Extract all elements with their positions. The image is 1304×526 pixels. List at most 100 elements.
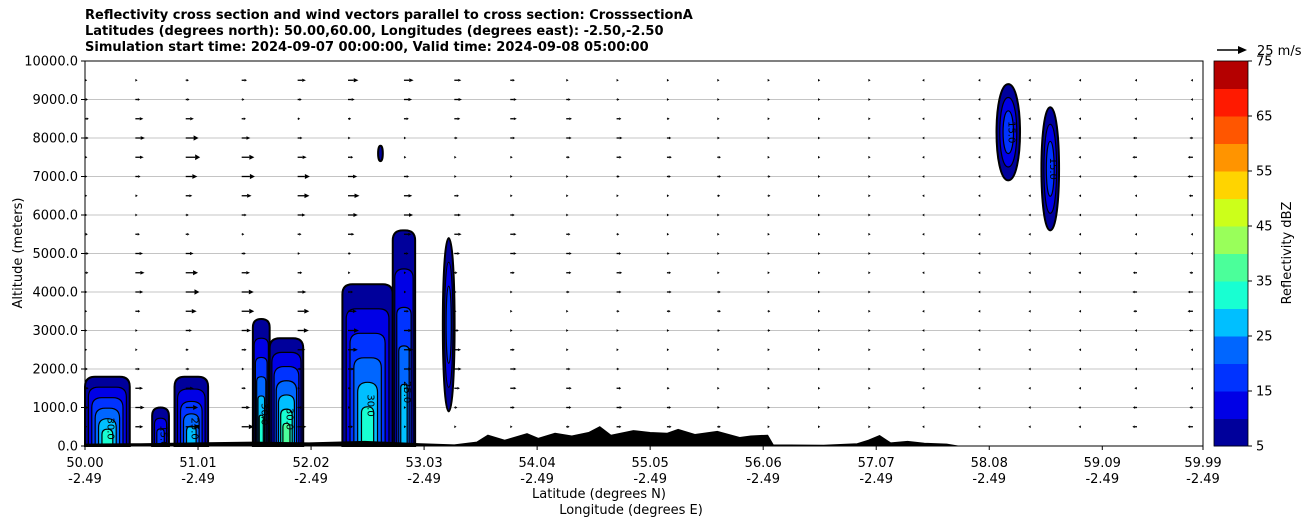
wind-vector-head	[186, 213, 189, 217]
wind-vector-head	[566, 175, 569, 178]
wind-vector	[454, 175, 457, 178]
wind-vector-head	[818, 386, 821, 390]
wind-vector-head	[85, 98, 88, 101]
wind-vector	[454, 329, 459, 332]
wind-vector-head	[246, 136, 251, 140]
wind-vector	[1028, 252, 1031, 255]
wind-vector-head	[1078, 232, 1082, 236]
wind-vector-head	[408, 328, 412, 333]
wind-vector-head	[1188, 329, 1192, 332]
colorbar-tick-label: 35	[1256, 275, 1273, 290]
wind-vector-head	[978, 117, 981, 121]
wind-vector	[1078, 252, 1082, 255]
wind-vector	[1028, 117, 1031, 121]
colorbar-tick-label: 45	[1256, 220, 1273, 235]
wind-vector	[1028, 213, 1031, 217]
wind-vector-head	[868, 329, 871, 332]
wind-vector-head	[348, 406, 351, 409]
wind-vector	[1028, 232, 1031, 236]
wind-vector	[666, 232, 670, 236]
wind-vector	[297, 328, 309, 333]
wind-vector-head	[348, 136, 351, 140]
wind-vector	[403, 290, 407, 294]
reflectivity-cell: 30.0	[251, 317, 271, 447]
wind-vector	[454, 232, 462, 236]
wind-vector	[767, 309, 771, 313]
reflectivity-contour	[1045, 140, 1055, 197]
wind-vector	[978, 367, 981, 371]
reflectivity-contour	[156, 428, 165, 447]
wind-vector	[978, 425, 981, 429]
wind-vector-head	[1078, 78, 1082, 82]
wind-vector-head	[978, 232, 981, 236]
wind-vector-head	[85, 425, 88, 429]
wind-vector	[1189, 271, 1193, 275]
wind-vector	[297, 386, 301, 390]
wind-vector-head	[85, 367, 88, 371]
wind-vector	[454, 78, 462, 82]
wind-vector-head	[619, 271, 623, 275]
wind-vector-head	[246, 271, 251, 275]
wind-vector	[868, 329, 871, 332]
wind-vector-head	[513, 252, 517, 255]
wind-vector	[922, 194, 925, 198]
wind-vector-head	[668, 271, 672, 275]
wind-vector-head	[242, 367, 245, 371]
wind-vector-head	[717, 232, 720, 236]
wind-vector-head	[85, 329, 88, 332]
contour-label: 30.0	[283, 408, 294, 430]
wind-vector	[868, 117, 871, 121]
wind-vector	[454, 406, 458, 409]
wind-vector-head	[818, 136, 821, 140]
wind-vector-head	[767, 136, 770, 140]
wind-vector-head	[512, 406, 515, 409]
wind-vector	[978, 252, 981, 255]
wind-vector-head	[86, 252, 89, 255]
wind-vector-head	[978, 425, 981, 429]
wind-vector	[818, 348, 821, 352]
wind-vector	[666, 290, 672, 294]
wind-vector	[868, 309, 871, 313]
wind-vector-head	[299, 98, 302, 101]
wind-vector	[978, 194, 981, 198]
wind-vector-head	[300, 406, 303, 409]
x-tick-label-lat: 52.02	[292, 456, 329, 471]
wind-vector	[868, 213, 871, 217]
wind-vector-head	[193, 270, 199, 276]
wind-vector	[767, 329, 771, 332]
wind-vector	[767, 213, 770, 217]
wind-vector	[510, 78, 515, 82]
wind-vector-head	[818, 271, 821, 275]
colorbar-segment	[1214, 363, 1248, 392]
wind-vector-head	[922, 348, 925, 352]
wind-vector-head	[616, 78, 619, 82]
wind-vector-head	[186, 78, 189, 82]
wind-vector-head	[247, 193, 252, 198]
colorbar-segment	[1214, 143, 1248, 172]
wind-vector-head	[190, 251, 194, 256]
wind-vector	[135, 348, 138, 352]
wind-vector	[403, 97, 413, 102]
colorbar-segment	[1214, 198, 1248, 227]
wind-vector	[510, 309, 513, 313]
wind-vector	[868, 348, 871, 352]
wind-vector-head	[513, 367, 517, 371]
wind-vector	[666, 406, 672, 409]
wind-vector	[717, 117, 720, 121]
wind-vector	[767, 117, 770, 121]
wind-vector-head	[1134, 367, 1137, 371]
colorbar-segment	[1214, 61, 1248, 89]
wind-vector-head	[351, 232, 355, 236]
wind-vector	[566, 117, 572, 121]
wind-vector-head	[244, 78, 247, 82]
wind-vector-head	[978, 271, 981, 275]
wind-vector	[510, 213, 515, 217]
wind-vector-head	[454, 155, 457, 159]
wind-vector-head	[569, 117, 572, 121]
wind-vector	[510, 367, 517, 371]
wind-vector-head	[1028, 290, 1031, 294]
reflectivity-cell: 15.0	[151, 406, 170, 448]
wind-vector-head	[767, 78, 770, 82]
wind-vector-head	[353, 78, 359, 83]
